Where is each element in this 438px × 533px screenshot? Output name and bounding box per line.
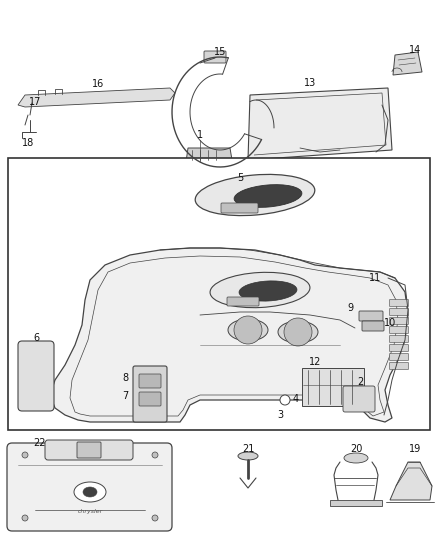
Text: 1: 1 bbox=[197, 130, 203, 140]
FancyBboxPatch shape bbox=[204, 51, 226, 63]
Text: 16: 16 bbox=[92, 79, 104, 89]
FancyBboxPatch shape bbox=[227, 297, 259, 306]
Ellipse shape bbox=[210, 272, 310, 308]
Text: 5: 5 bbox=[237, 173, 243, 183]
Bar bbox=[8, 158, 430, 430]
Text: 14: 14 bbox=[409, 45, 421, 55]
Ellipse shape bbox=[74, 482, 106, 502]
Text: 6: 6 bbox=[33, 333, 39, 343]
Text: 10: 10 bbox=[384, 318, 396, 328]
FancyBboxPatch shape bbox=[389, 362, 409, 369]
FancyBboxPatch shape bbox=[7, 443, 172, 531]
FancyBboxPatch shape bbox=[139, 374, 161, 388]
FancyBboxPatch shape bbox=[359, 311, 383, 321]
FancyBboxPatch shape bbox=[389, 335, 409, 343]
Circle shape bbox=[152, 452, 158, 458]
Ellipse shape bbox=[278, 321, 318, 343]
Ellipse shape bbox=[228, 319, 268, 341]
FancyBboxPatch shape bbox=[45, 440, 133, 460]
FancyBboxPatch shape bbox=[389, 309, 409, 316]
Text: chrysler: chrysler bbox=[78, 510, 102, 514]
Circle shape bbox=[284, 318, 312, 346]
Text: 3: 3 bbox=[277, 410, 283, 420]
Text: 2: 2 bbox=[357, 377, 363, 387]
Polygon shape bbox=[50, 248, 408, 422]
Polygon shape bbox=[390, 462, 432, 500]
FancyBboxPatch shape bbox=[139, 392, 161, 406]
Polygon shape bbox=[393, 52, 422, 75]
Text: 4: 4 bbox=[293, 394, 299, 404]
FancyBboxPatch shape bbox=[389, 300, 409, 306]
Text: 17: 17 bbox=[29, 97, 41, 107]
Ellipse shape bbox=[239, 281, 297, 301]
FancyBboxPatch shape bbox=[133, 366, 167, 422]
Text: 21: 21 bbox=[242, 444, 254, 454]
Circle shape bbox=[152, 515, 158, 521]
Bar bbox=[330, 500, 382, 506]
Text: 18: 18 bbox=[22, 138, 34, 148]
Polygon shape bbox=[186, 148, 232, 162]
Text: 20: 20 bbox=[350, 444, 362, 454]
Text: 11: 11 bbox=[369, 273, 381, 283]
Ellipse shape bbox=[234, 184, 302, 207]
Text: 13: 13 bbox=[304, 78, 316, 88]
Circle shape bbox=[22, 515, 28, 521]
FancyBboxPatch shape bbox=[389, 344, 409, 351]
Polygon shape bbox=[18, 88, 175, 107]
Text: 8: 8 bbox=[122, 373, 128, 383]
FancyBboxPatch shape bbox=[389, 353, 409, 360]
FancyBboxPatch shape bbox=[362, 321, 384, 331]
Ellipse shape bbox=[195, 174, 315, 216]
Polygon shape bbox=[248, 88, 392, 160]
Ellipse shape bbox=[83, 487, 97, 497]
Text: 7: 7 bbox=[122, 391, 128, 401]
FancyBboxPatch shape bbox=[77, 442, 101, 458]
Circle shape bbox=[234, 316, 262, 344]
FancyBboxPatch shape bbox=[343, 386, 375, 412]
FancyBboxPatch shape bbox=[18, 341, 54, 411]
FancyBboxPatch shape bbox=[389, 318, 409, 325]
Text: 9: 9 bbox=[347, 303, 353, 313]
Text: 22: 22 bbox=[34, 438, 46, 448]
Text: 12: 12 bbox=[309, 357, 321, 367]
Circle shape bbox=[22, 452, 28, 458]
Text: 19: 19 bbox=[409, 444, 421, 454]
Circle shape bbox=[280, 395, 290, 405]
Text: 15: 15 bbox=[214, 47, 226, 57]
FancyBboxPatch shape bbox=[221, 203, 258, 213]
Ellipse shape bbox=[238, 452, 258, 460]
Bar bbox=[302, 368, 364, 406]
Ellipse shape bbox=[344, 453, 368, 463]
FancyBboxPatch shape bbox=[389, 327, 409, 334]
